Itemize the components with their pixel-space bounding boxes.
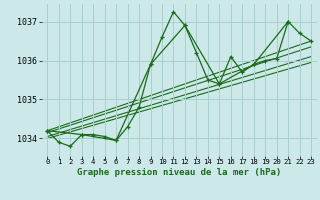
X-axis label: Graphe pression niveau de la mer (hPa): Graphe pression niveau de la mer (hPa)	[77, 168, 281, 177]
